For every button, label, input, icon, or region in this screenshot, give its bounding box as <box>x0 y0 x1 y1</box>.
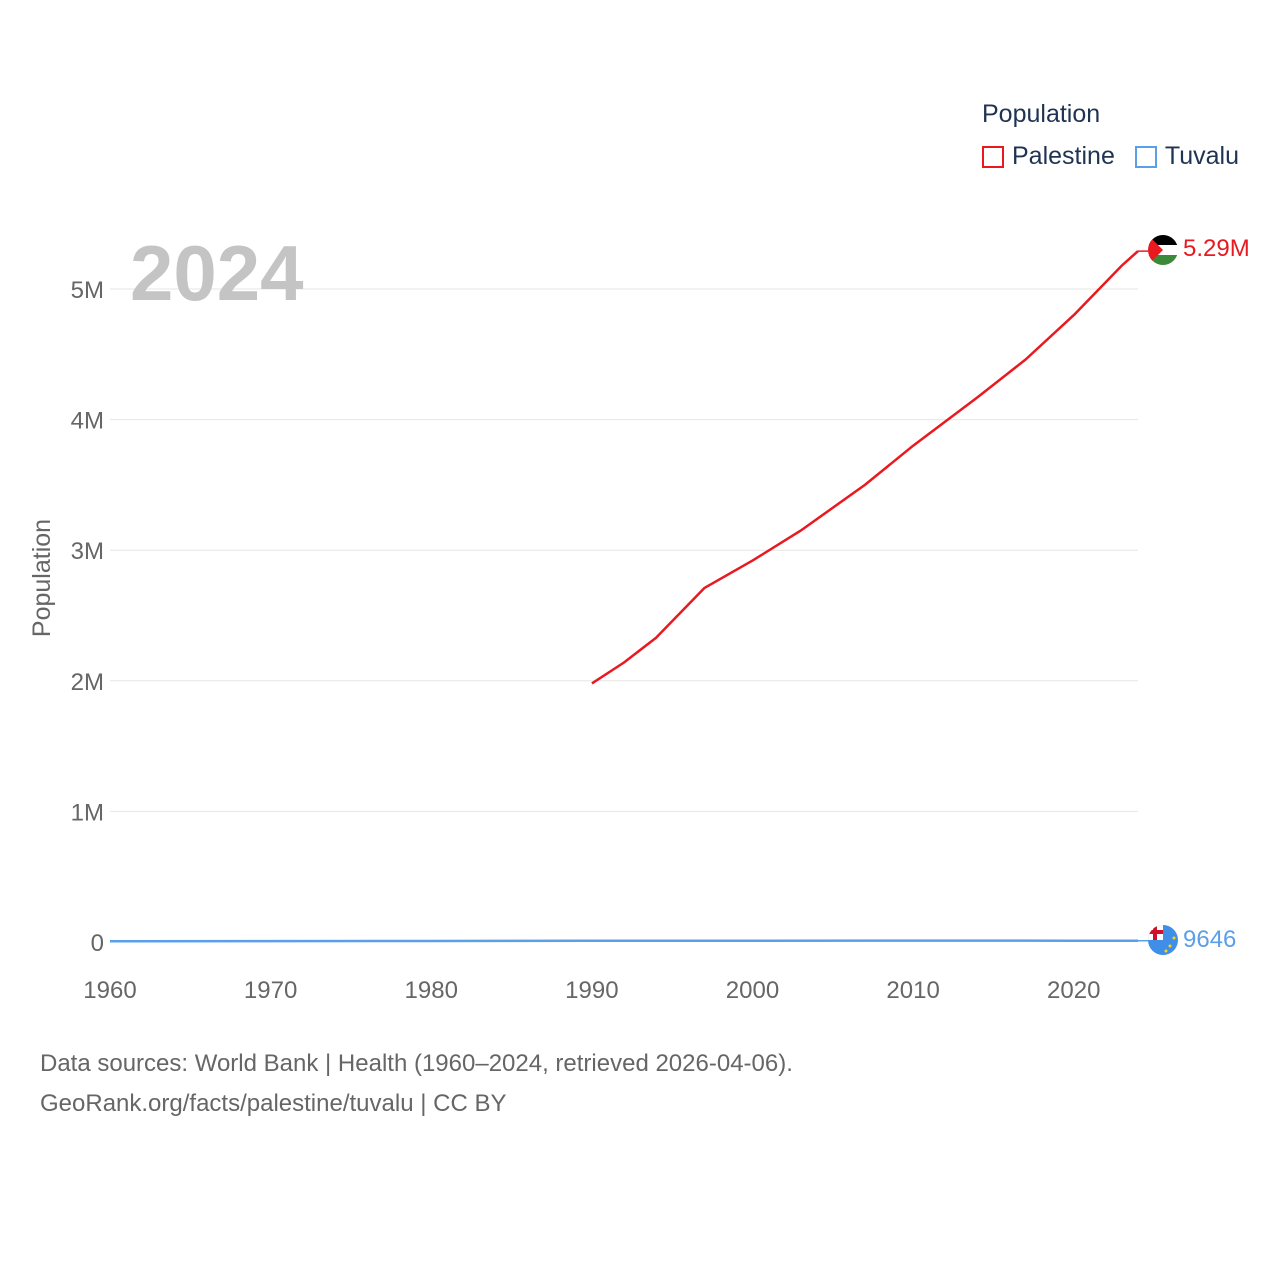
x-tick-label: 1970 <box>244 977 297 1004</box>
y-tick-label: 4M <box>71 408 104 435</box>
x-tick-label: 1980 <box>405 977 458 1004</box>
legend-label-tuvalu: Tuvalu <box>1164 142 1239 170</box>
source-line-1: Data sources: World Bank | Health (1960–… <box>40 1050 793 1077</box>
y-axis-label: Population <box>28 519 56 637</box>
legend-swatch-palestine <box>982 145 1004 168</box>
x-tick-label: 2020 <box>1047 977 1100 1004</box>
end-labels: 5.29M 9646 <box>1183 235 1250 953</box>
series-lines <box>109 250 1148 943</box>
palestine-flag-icon <box>1148 235 1178 265</box>
legend-label-palestine: Palestine <box>1012 142 1115 170</box>
data-source: Data sources: World Bank | Health (1960–… <box>40 1044 793 1124</box>
end-label-tuvalu: 9646 <box>1183 926 1236 953</box>
legend-item-palestine[interactable]: Palestine <box>982 142 1115 171</box>
x-tick-label: 2010 <box>886 977 939 1004</box>
series-line-tuvalu[interactable] <box>109 939 1138 943</box>
y-tick-label: 5M <box>71 277 104 304</box>
year-label: 2024 <box>130 229 304 317</box>
y-tick-label: 2M <box>71 669 104 696</box>
tuvalu-flag-icon <box>1148 925 1178 955</box>
legend: Palestine Tuvalu <box>982 142 1259 171</box>
end-label-palestine: 5.29M <box>1183 235 1250 262</box>
x-tick-label: 2000 <box>726 977 779 1004</box>
y-tick-label: 0 <box>91 930 104 957</box>
y-axis-ticks: 0 1M 2M 3M 4M 5M <box>71 277 104 957</box>
grid-lines <box>110 288 1138 812</box>
y-tick-label: 3M <box>71 538 104 565</box>
legend-swatch-tuvalu <box>1134 145 1157 168</box>
x-tick-label: 1960 <box>83 977 136 1004</box>
x-axis-ticks: 1960 1970 1980 1990 2000 2010 2020 <box>83 977 1100 1004</box>
source-line-2[interactable]: GeoRank.org/facts/palestine/tuvalu | CC … <box>40 1090 507 1117</box>
legend-item-tuvalu[interactable]: Tuvalu <box>1134 142 1239 171</box>
x-tick-label: 1990 <box>565 977 618 1004</box>
series-line-palestine[interactable] <box>591 250 1139 685</box>
legend-title: Population <box>982 100 1101 128</box>
y-tick-label: 1M <box>71 799 104 826</box>
